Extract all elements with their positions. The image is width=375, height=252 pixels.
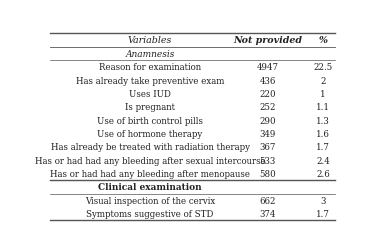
Text: 1: 1 xyxy=(320,89,326,99)
Text: Has or had had any bleeding after sexual intercourse: Has or had had any bleeding after sexual… xyxy=(34,156,266,165)
Text: 2.4: 2.4 xyxy=(316,156,330,165)
Text: Not provided: Not provided xyxy=(233,36,302,45)
Text: 1.3: 1.3 xyxy=(316,116,330,125)
Text: Uses IUD: Uses IUD xyxy=(129,89,171,99)
Text: 252: 252 xyxy=(260,103,276,112)
Text: 3: 3 xyxy=(320,196,326,205)
Text: 2.6: 2.6 xyxy=(316,169,330,178)
Text: 290: 290 xyxy=(260,116,276,125)
Text: Anamnesis: Anamnesis xyxy=(125,50,175,58)
Text: Has already be treated with radiation therapy: Has already be treated with radiation th… xyxy=(51,143,249,152)
Text: Symptoms suggestive of STD: Symptoms suggestive of STD xyxy=(86,209,214,218)
Text: 2: 2 xyxy=(320,76,326,85)
Text: 1.1: 1.1 xyxy=(316,103,330,112)
Text: 436: 436 xyxy=(260,76,276,85)
Text: Has or had had any bleeding after menopause: Has or had had any bleeding after menopa… xyxy=(50,169,250,178)
Text: Has already take preventive exam: Has already take preventive exam xyxy=(76,76,224,85)
Text: 220: 220 xyxy=(260,89,276,99)
Text: 1.6: 1.6 xyxy=(316,130,330,138)
Text: 1.7: 1.7 xyxy=(316,209,330,218)
Text: 367: 367 xyxy=(260,143,276,152)
Text: 349: 349 xyxy=(260,130,276,138)
Text: Is pregnant: Is pregnant xyxy=(125,103,175,112)
Text: %: % xyxy=(318,36,327,45)
Text: Clinical examination: Clinical examination xyxy=(98,183,202,192)
Text: 580: 580 xyxy=(260,169,276,178)
Text: Visual inspection of the cervix: Visual inspection of the cervix xyxy=(85,196,215,205)
Text: 1.7: 1.7 xyxy=(316,143,330,152)
Text: Use of hormone therapy: Use of hormone therapy xyxy=(98,130,202,138)
Text: 4947: 4947 xyxy=(257,63,279,72)
Text: Reason for examination: Reason for examination xyxy=(99,63,201,72)
Text: 662: 662 xyxy=(260,196,276,205)
Text: 533: 533 xyxy=(260,156,276,165)
Text: 22.5: 22.5 xyxy=(314,63,333,72)
Text: 374: 374 xyxy=(260,209,276,218)
Text: Variables: Variables xyxy=(128,36,172,45)
Text: Use of birth control pills: Use of birth control pills xyxy=(97,116,203,125)
